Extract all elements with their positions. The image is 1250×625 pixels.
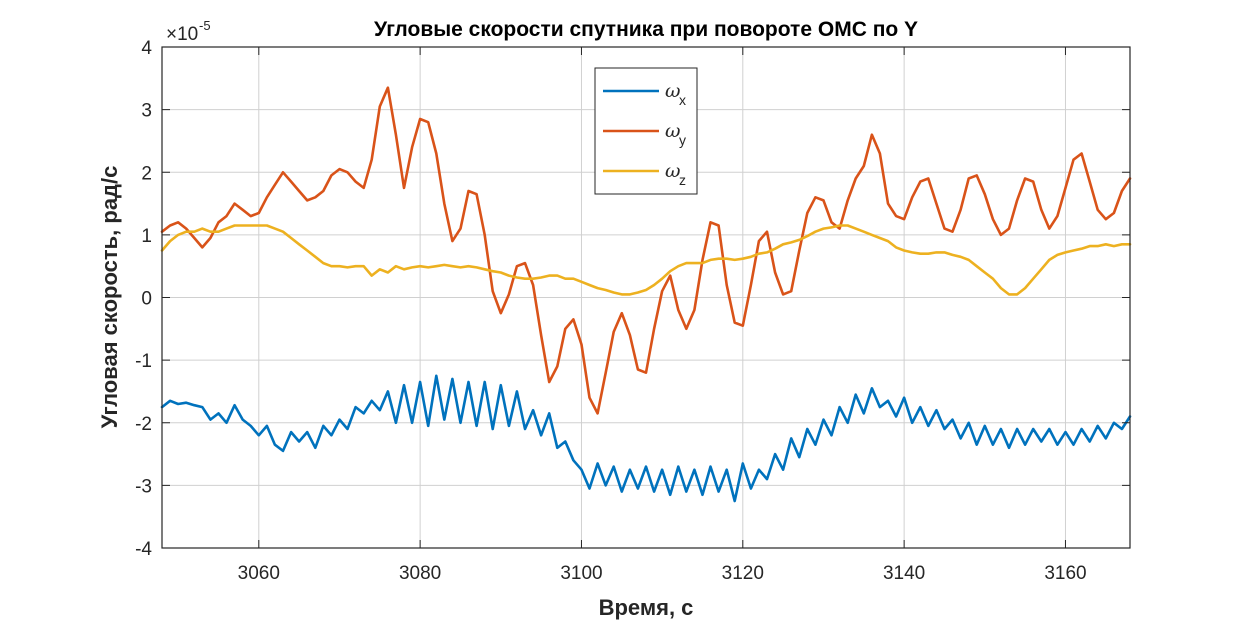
- y-tick-label: 0: [141, 289, 152, 310]
- x-tick-label: 3080: [399, 563, 441, 584]
- y-tick-label: 1: [141, 226, 152, 247]
- chart-title: Угловые скорости спутника при повороте О…: [374, 18, 918, 41]
- legend-label-x: ω: [665, 80, 681, 102]
- series-line-z: [160, 224, 1132, 296]
- y-tick-label: 2: [141, 163, 152, 184]
- legend-label-z: ω: [665, 160, 681, 182]
- axis-ticks: 3060 3080 3100 3120 3140 3160 -4 -3 -2 -1 0 1 2 3 4: [135, 38, 1130, 584]
- x-tick-label: 3120: [722, 563, 764, 584]
- y-exponent-power: -5: [199, 18, 211, 33]
- x-tick-label: 3100: [560, 563, 602, 584]
- y-exponent-base: ×10: [166, 24, 198, 45]
- y-tick-label: -4: [135, 539, 152, 560]
- legend-label-y: ω: [665, 120, 681, 142]
- y-tick-label: -3: [135, 476, 152, 497]
- x-tick-label: 3060: [238, 563, 280, 584]
- y-exponent: ×10 -5: [166, 18, 211, 45]
- legend-subscript-x: x: [679, 92, 686, 108]
- series-line-y: [160, 86, 1132, 415]
- y-tick-label: -2: [135, 414, 152, 435]
- y-axis-title: Угловая скорость, рад/с: [97, 166, 122, 429]
- legend-subscript-z: z: [679, 172, 686, 188]
- legend-subscript-y: y: [679, 132, 686, 148]
- x-tick-label: 3160: [1044, 563, 1086, 584]
- series-line-x: [160, 374, 1132, 503]
- x-tick-label: 3140: [883, 563, 925, 584]
- x-axis-title: Время, с: [599, 595, 694, 620]
- y-tick-label: 3: [141, 101, 152, 122]
- y-tick-label: -1: [135, 351, 152, 372]
- y-tick-label: 4: [141, 38, 152, 59]
- series-layer: [160, 86, 1132, 503]
